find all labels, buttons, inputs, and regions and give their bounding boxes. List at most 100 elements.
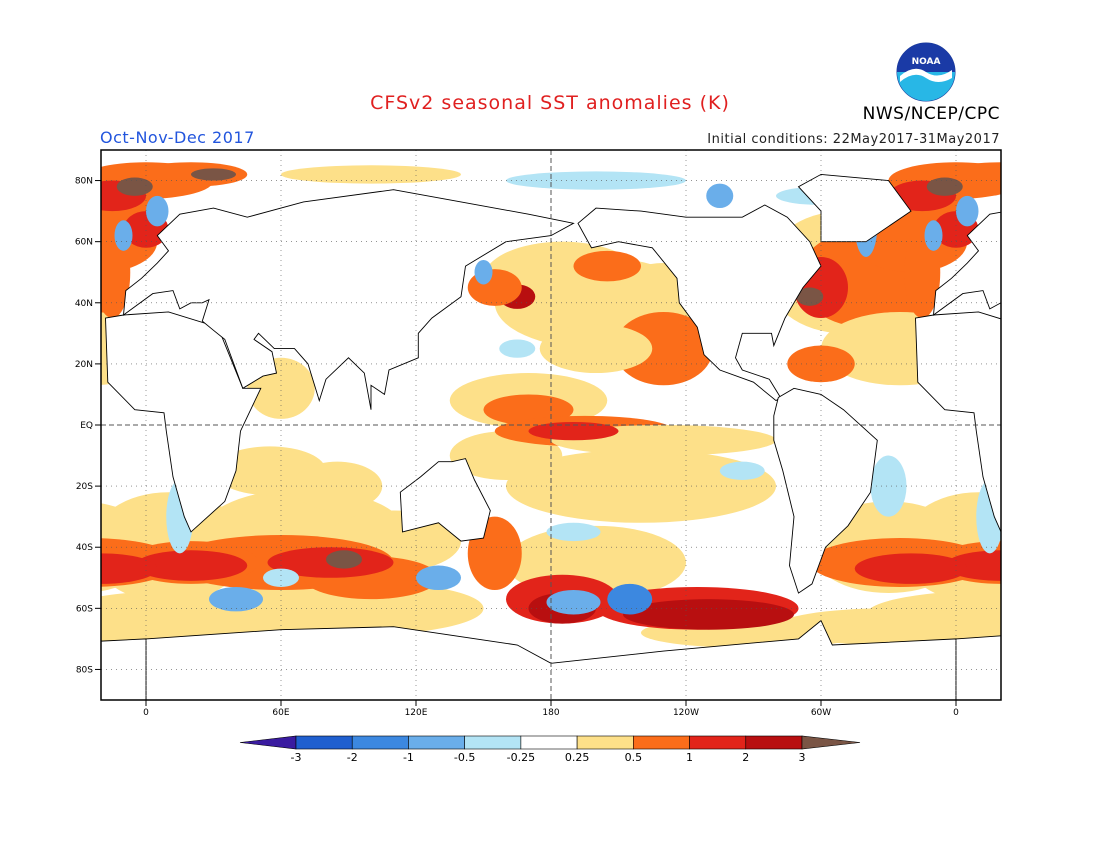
anomaly-region bbox=[499, 339, 536, 358]
colorbar-label: 0.5 bbox=[625, 751, 643, 764]
anomaly-region bbox=[546, 590, 601, 615]
colorbar-label: -2 bbox=[347, 751, 358, 764]
anomaly-region bbox=[292, 461, 383, 511]
anomaly-region bbox=[45, 196, 68, 257]
anomaly-region bbox=[134, 550, 248, 581]
anomaly-region bbox=[0, 618, 56, 649]
anomaly-region bbox=[546, 522, 601, 542]
anomaly-region bbox=[101, 240, 113, 304]
anomaly-region bbox=[1057, 358, 1100, 419]
latitude-labels: 80N 60N 40N 20N EQ 20S 40S 60S 80S bbox=[75, 177, 101, 675]
anomaly-region bbox=[539, 324, 653, 374]
colorbar-label: 0.25 bbox=[565, 751, 590, 764]
colorbar-label: -0.5 bbox=[454, 751, 475, 764]
continent-outlines bbox=[0, 173, 1001, 700]
colorbar-label: -1 bbox=[403, 751, 414, 764]
latitude-label: EQ bbox=[80, 421, 93, 431]
grid-lines bbox=[101, 150, 1001, 700]
anomaly-region bbox=[870, 455, 907, 517]
latitude-label: 80N bbox=[75, 177, 93, 187]
colorbar-label: -0.25 bbox=[507, 751, 535, 764]
continent-outline bbox=[915, 311, 1001, 533]
anomaly-region bbox=[474, 260, 493, 285]
latitude-label: 40N bbox=[75, 299, 93, 309]
map-plot-area bbox=[0, 150, 1100, 700]
longitude-label: 0 bbox=[953, 708, 959, 718]
longitude-label: 0 bbox=[143, 708, 149, 718]
anomaly-region bbox=[116, 177, 153, 196]
color-bar: -3 -2 -1 -0.5 -0.25 0.25 0.5 1 2 3 bbox=[239, 735, 861, 764]
colorbar-segment bbox=[408, 735, 465, 750]
latitude-label: 60S bbox=[76, 604, 93, 614]
anomaly-region bbox=[854, 553, 968, 584]
colorbar-label: 2 bbox=[742, 751, 749, 764]
agency-label: NWS/NCEP/CPC bbox=[862, 104, 1000, 124]
anomaly-region bbox=[796, 287, 824, 306]
continent-outline bbox=[955, 635, 1001, 700]
anomaly-region bbox=[1019, 587, 1073, 611]
anomaly-region bbox=[0, 257, 38, 318]
anomaly-region bbox=[573, 250, 641, 282]
colorbar-segment bbox=[689, 735, 747, 750]
continent-outline bbox=[577, 204, 822, 402]
anomaly-region bbox=[1024, 446, 1100, 495]
season-label: Oct-Nov-Dec 2017 bbox=[100, 128, 255, 147]
continent-outline bbox=[145, 619, 957, 700]
continent-outline bbox=[122, 189, 575, 410]
longitude-labels: 0 60E 120E 180 120W 60W 0 bbox=[143, 700, 959, 718]
colorbar-segment bbox=[633, 735, 690, 750]
latitude-label: 20N bbox=[75, 360, 93, 370]
continent-outline bbox=[0, 205, 11, 401]
continent-outline bbox=[773, 387, 878, 594]
anomaly-region bbox=[607, 583, 653, 615]
anomaly-region bbox=[209, 586, 263, 612]
colorbar-segment bbox=[520, 735, 578, 750]
colorbar-segment bbox=[295, 735, 353, 750]
anomaly-region bbox=[1012, 489, 1100, 575]
continent-outline bbox=[797, 173, 912, 243]
anomaly-region bbox=[956, 195, 979, 227]
longitude-label: 60W bbox=[811, 708, 831, 718]
anomaly-field bbox=[0, 162, 1100, 649]
anomaly-region bbox=[326, 550, 362, 569]
anomaly-region bbox=[101, 608, 191, 645]
colorbar-label: 1 bbox=[686, 751, 693, 764]
anomaly-region bbox=[924, 220, 943, 251]
colorbar-segment bbox=[576, 735, 634, 750]
longitude-label: 60E bbox=[272, 708, 289, 718]
colorbar-low-arrow bbox=[239, 735, 297, 750]
colorbar-high-arrow bbox=[801, 735, 861, 750]
initial-conditions-label: Initial conditions: 22May2017-31May2017 bbox=[707, 132, 1000, 147]
continent-outline bbox=[105, 311, 262, 533]
continent-outline bbox=[399, 458, 491, 542]
anomaly-region bbox=[719, 461, 765, 481]
anomaly-region bbox=[614, 311, 713, 386]
anomaly-region bbox=[623, 599, 794, 630]
anomaly-region bbox=[1078, 547, 1100, 578]
anomaly-region bbox=[1091, 165, 1100, 183]
chart-title: CFSv2 seasonal SST anomalies (K) bbox=[370, 92, 730, 114]
latitude-label: 40S bbox=[76, 543, 93, 553]
anomaly-region bbox=[1073, 569, 1100, 587]
noaa-logo: NOAA bbox=[896, 42, 956, 102]
anomaly-region bbox=[0, 288, 13, 306]
latitude-label: 20S bbox=[76, 482, 93, 492]
anomaly-region bbox=[1037, 297, 1055, 309]
anomaly-region bbox=[0, 346, 45, 383]
anomaly-region bbox=[263, 568, 299, 587]
anomaly-region bbox=[281, 165, 461, 184]
longitude-label: 120W bbox=[673, 708, 699, 718]
anomaly-region bbox=[213, 580, 484, 636]
latitude-label: 60N bbox=[75, 238, 93, 248]
anomaly-region bbox=[191, 168, 236, 181]
logo-text: NOAA bbox=[912, 57, 941, 67]
anomaly-region bbox=[146, 195, 169, 227]
anomaly-region bbox=[1024, 581, 1100, 636]
anomaly-region bbox=[416, 565, 461, 590]
anomaly-region bbox=[706, 183, 734, 209]
continent-outline bbox=[932, 211, 1001, 316]
anomaly-region bbox=[1001, 168, 1046, 180]
colorbar-segment bbox=[745, 735, 803, 750]
anomaly-region bbox=[101, 553, 158, 584]
